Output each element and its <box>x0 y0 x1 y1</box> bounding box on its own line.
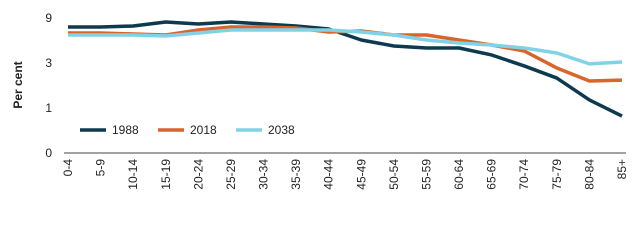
y-tick-label: 3 <box>45 56 52 70</box>
x-tick-label: 5-9 <box>94 159 108 177</box>
x-tick-label: 70-74 <box>517 159 531 190</box>
x-tick-label: 65-69 <box>485 159 499 190</box>
x-tick-label: 75-79 <box>550 159 564 190</box>
x-tick-label: 45-49 <box>354 159 368 190</box>
y-axis-label: Per cent <box>11 61 25 108</box>
x-tick-label: 25-29 <box>224 159 238 190</box>
x-tick-label: 30-34 <box>257 159 271 190</box>
x-tick-label: 80-84 <box>582 159 596 190</box>
y-tick-label: 0 <box>45 146 52 160</box>
x-tick-label: 10-14 <box>126 159 140 190</box>
x-tick-label: 60-64 <box>452 159 466 190</box>
series-line <box>68 28 623 66</box>
x-tick-label: 0-4 <box>61 159 75 177</box>
x-tick-label: 35-39 <box>289 159 303 190</box>
x-tick-label: 20-24 <box>191 159 205 190</box>
legend-label: 2018 <box>190 123 217 137</box>
y-tick-label: 9 <box>45 11 52 25</box>
x-tick-label: 55-59 <box>419 159 433 190</box>
series-line <box>68 20 623 118</box>
legend-label: 1988 <box>112 123 139 137</box>
x-tick-label: 50-54 <box>387 159 401 190</box>
y-tick-label: 1 <box>45 101 52 115</box>
x-tick-label: 40-44 <box>322 159 336 190</box>
x-tick-label: 85+ <box>615 159 629 179</box>
chart: Per cent 0 1 3 9 0-4 5-9 10-14 15-19 20-24 25-29 3… <box>11 11 629 190</box>
x-tick-label: 15-19 <box>159 159 173 190</box>
legend-label: 2038 <box>268 123 295 137</box>
